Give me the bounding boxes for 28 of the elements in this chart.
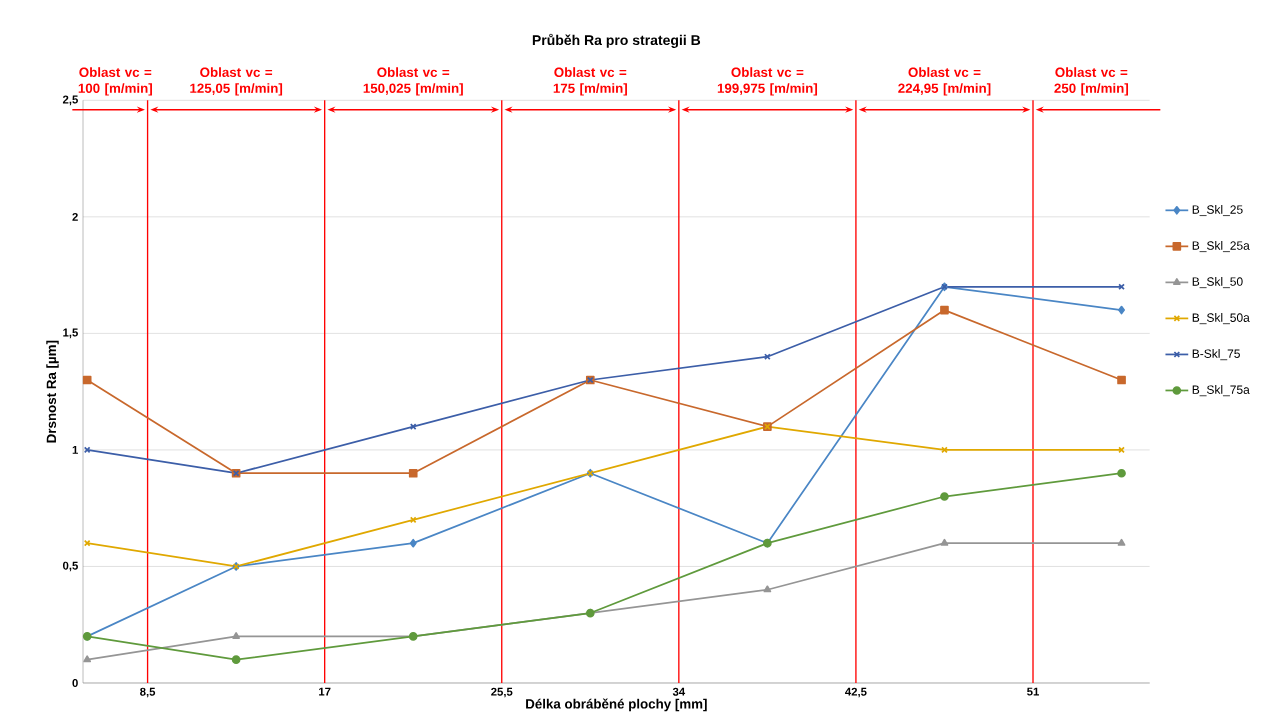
y-tick-label: 2,5 (62, 95, 78, 106)
x-tick-label: 51 (1027, 687, 1039, 696)
legend-label: B-Skl_75 (1192, 349, 1240, 361)
y-tick-label: 2 (72, 212, 78, 221)
chart-title: Průběh Ra pro strategii B (532, 33, 701, 48)
y-axis-title: Drsnost Ra [µm] (46, 340, 59, 443)
x-tick-label: 25,5 (491, 687, 513, 698)
x-tick-label: 42,5 (845, 687, 867, 698)
legend-label: B_Skl_25 (1192, 204, 1243, 217)
legend-label: B_Skl_25a (1192, 241, 1250, 253)
y-tick-label: 1,5 (63, 328, 78, 339)
text: Oblast vc = 175 [m/min] (553, 67, 627, 96)
text: Oblast vc = 224,95 [m/min] (898, 67, 991, 96)
y-tick-label: 1 (72, 446, 78, 454)
y-tick-label: 0,5 (62, 561, 78, 572)
text: Oblast vc = 150,025 [m/min] (363, 67, 463, 96)
text: Oblast vc = 250 [m/min] (1054, 67, 1129, 96)
text: Oblast vc = 100 [m/min] (78, 67, 152, 96)
text: Oblast vc = 199,975 [m/min] (717, 67, 818, 96)
legend-label: B_Skl_50 (1192, 277, 1243, 289)
x-axis-title: Délka obráběné plochy [mm] (526, 698, 707, 712)
legend-label: B_Skl_75a (1192, 385, 1250, 397)
x-tick-label: 8,5 (140, 687, 156, 698)
x-tick-label: 34 (672, 687, 686, 696)
text: Oblast vc = 125,05 [m/min] (190, 67, 283, 96)
legend-label: B_Skl_50a (1192, 313, 1250, 325)
y-tick-label: 0 (72, 678, 78, 687)
x-tick-label: 17 (319, 687, 331, 696)
